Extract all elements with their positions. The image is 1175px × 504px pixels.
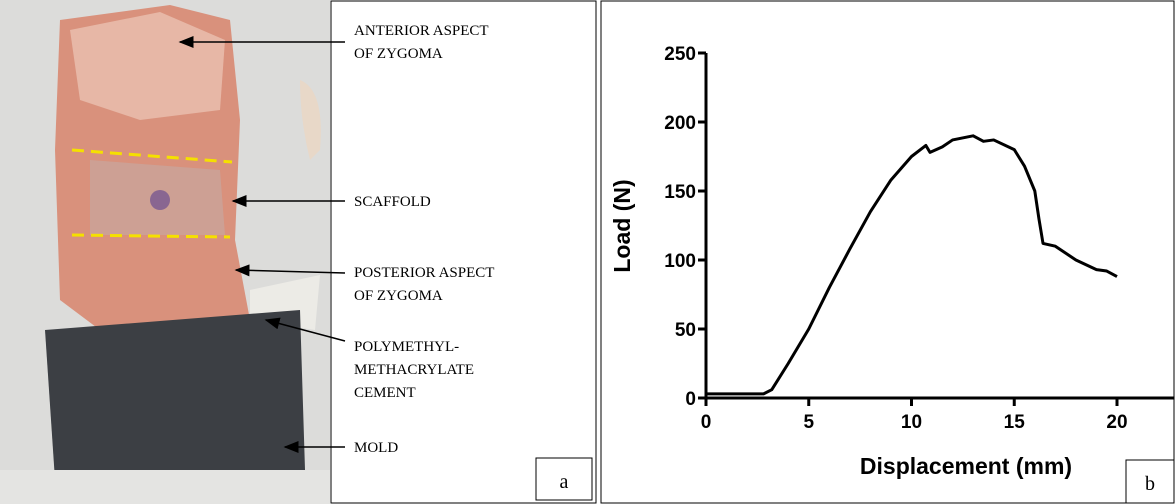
annotation-text: CEMENT: [354, 385, 416, 401]
annotation-text: SCAFFOLD: [354, 194, 431, 210]
y-tick-label: 150: [664, 182, 696, 203]
annotation-text: ANTERIOR ASPECT: [354, 23, 489, 39]
annotation-text: OF ZYGOMA: [354, 288, 443, 304]
x-tick-label: 15: [1004, 412, 1026, 433]
x-tick-label: 5: [803, 412, 814, 433]
x-axis-label: Displacement (mm): [860, 453, 1072, 479]
y-tick-label: 100: [664, 251, 696, 272]
y-axis-label: Load (N): [609, 179, 635, 272]
annotation-text: OF ZYGOMA: [354, 46, 443, 62]
annotation-arrows: [178, 36, 346, 453]
panel-label: b: [1145, 473, 1155, 495]
x-tick-label: 0: [701, 412, 712, 433]
annotation-text: MOLD: [354, 440, 398, 456]
annotation-box: [330, 0, 597, 504]
panel-label: a: [560, 471, 569, 493]
annotation-text: METHACRYLATE: [354, 362, 474, 378]
annotation-text: POLYMETHYL-: [354, 339, 459, 355]
panel-label-box: [535, 457, 593, 501]
panel-label-box: [1125, 459, 1175, 504]
x-tick-label: 10: [901, 412, 922, 433]
y-tick-label: 200: [664, 113, 696, 134]
data-line: [706, 134, 1118, 396]
y-tick-label: 250: [664, 44, 696, 65]
y-tick-label: 50: [675, 320, 696, 341]
annotation-text: POSTERIOR ASPECT: [354, 265, 494, 281]
y-tick-label: 0: [685, 389, 696, 410]
x-tick-label: 20: [1106, 412, 1127, 433]
photo: [0, 0, 330, 504]
chart-box: [600, 0, 1175, 504]
